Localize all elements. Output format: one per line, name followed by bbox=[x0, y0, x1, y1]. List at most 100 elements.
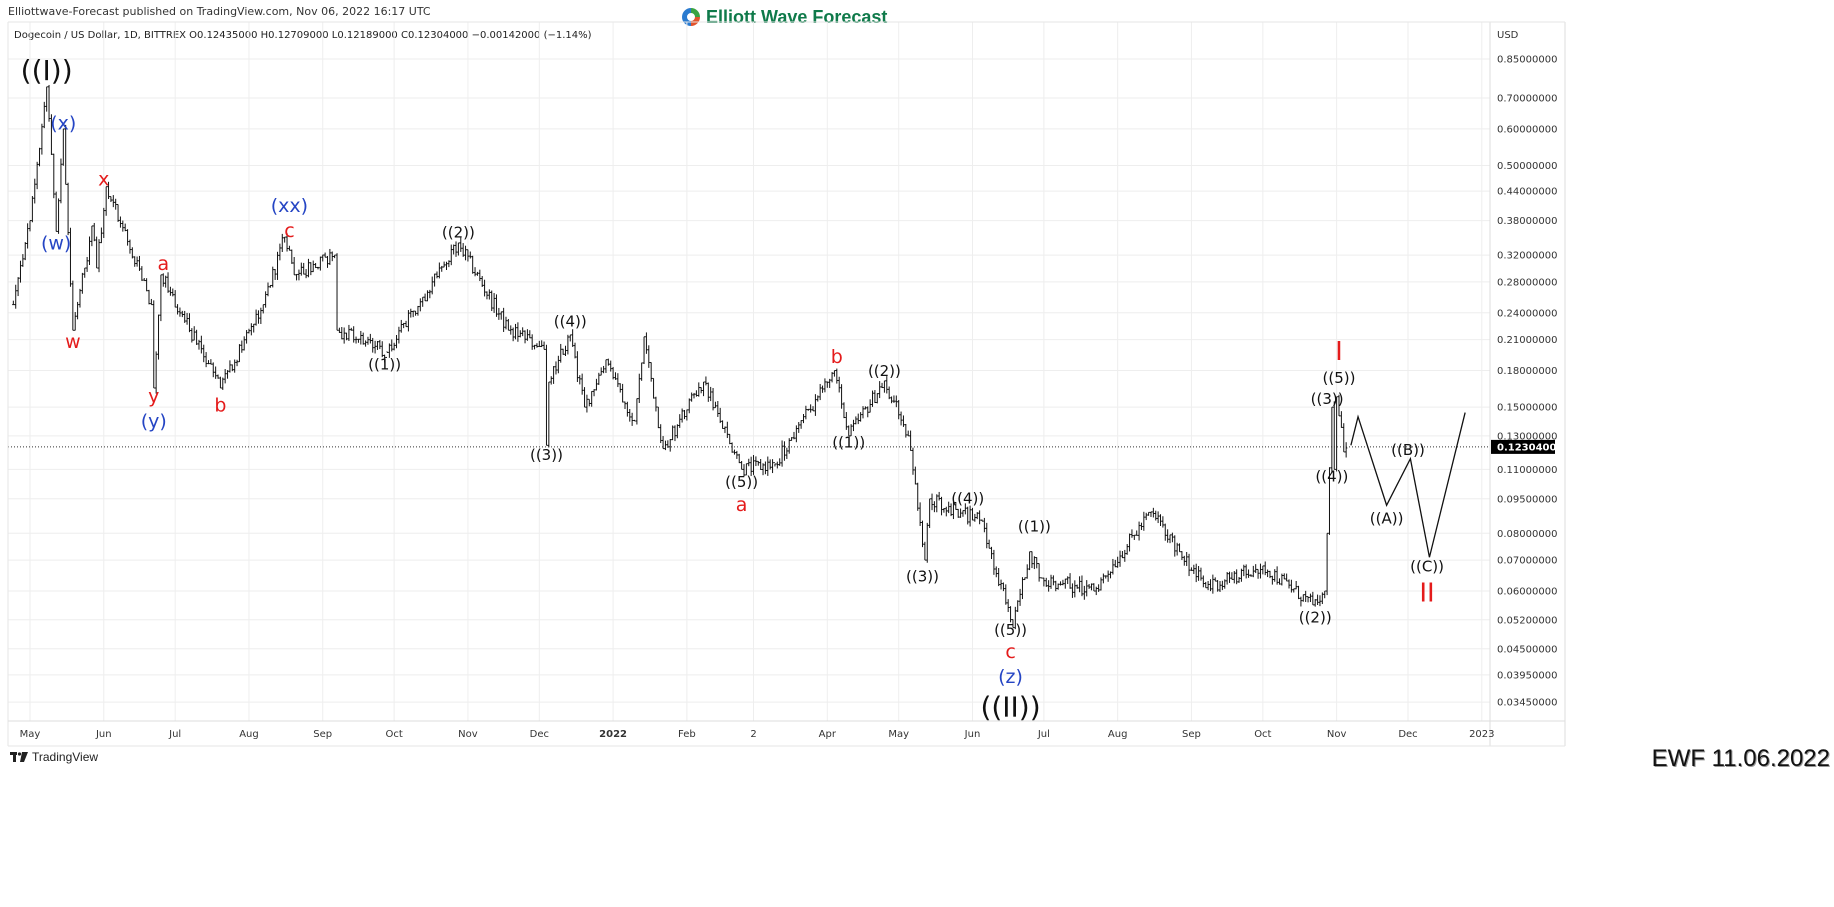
ohlc-bar bbox=[183, 310, 186, 323]
ohlc-bar bbox=[323, 252, 327, 258]
ohlc-bar bbox=[1342, 423, 1345, 453]
ohlc-bar bbox=[128, 239, 132, 254]
ohlc-bar bbox=[980, 519, 984, 522]
ohlc-bar bbox=[1097, 584, 1100, 592]
ohlc-bar bbox=[814, 394, 817, 416]
ohlc-bar bbox=[1337, 394, 1341, 417]
ohlc-bar bbox=[1009, 606, 1012, 623]
ohlc-bar bbox=[1304, 590, 1307, 602]
ohlc-bar bbox=[76, 301, 79, 320]
ohlc-bar bbox=[583, 387, 586, 408]
ohlc-bar bbox=[395, 334, 398, 349]
ohlc-bar bbox=[790, 437, 793, 441]
ohlc-bar bbox=[254, 309, 258, 326]
ohlc-bar bbox=[830, 372, 834, 383]
wave-label: ((II)) bbox=[980, 690, 1040, 723]
price-tick-label: 0.32000000 bbox=[1497, 251, 1557, 262]
price-tick-label: 0.18000000 bbox=[1497, 366, 1557, 377]
ohlc-bar bbox=[940, 496, 943, 516]
wave-label: ((2)) bbox=[442, 224, 475, 242]
ohlc-bar bbox=[773, 462, 777, 467]
ohlc-bar bbox=[121, 220, 125, 232]
ohlc-bar bbox=[1083, 585, 1086, 600]
ohlc-bar bbox=[200, 335, 203, 354]
ohlc-bar bbox=[231, 364, 234, 372]
price-axis[interactable] bbox=[1490, 22, 1565, 746]
ohlc-bar bbox=[1283, 573, 1286, 580]
ohlc-bar bbox=[1299, 596, 1303, 607]
ohlc-bar bbox=[469, 251, 472, 259]
ohlc-bar bbox=[1316, 594, 1319, 605]
ohlc-bar bbox=[911, 447, 915, 475]
ohlc-bar bbox=[104, 186, 108, 216]
ohlc-bar bbox=[864, 406, 867, 410]
ohlc-bar bbox=[649, 362, 653, 382]
ohlc-bar bbox=[533, 344, 536, 350]
ohlc-bar bbox=[683, 410, 686, 420]
ohlc-bar bbox=[88, 236, 91, 265]
ohlc-bar bbox=[342, 327, 346, 344]
ohlc-bar bbox=[492, 293, 496, 313]
ohlc-bar bbox=[580, 373, 584, 395]
ohlc-bar bbox=[1292, 588, 1295, 593]
ohlc-bar bbox=[761, 463, 765, 476]
ohlc-bar bbox=[488, 289, 491, 300]
ohlc-bar bbox=[628, 408, 631, 422]
wave-label: I bbox=[1335, 337, 1343, 367]
ohlc-bar bbox=[271, 266, 274, 288]
ohlc-bar bbox=[890, 396, 893, 404]
wave-label: ((1)) bbox=[1018, 517, 1051, 535]
ohlc-bar bbox=[966, 506, 969, 525]
time-tick-label: 2023 bbox=[1469, 729, 1494, 740]
ohlc-bar bbox=[866, 406, 869, 418]
price-tick-label: 0.11000000 bbox=[1497, 465, 1557, 476]
ohlc-bar bbox=[550, 376, 553, 385]
time-tick-label: 2 bbox=[750, 729, 756, 740]
ohlc-bar bbox=[807, 408, 810, 411]
ohlc-bar bbox=[595, 378, 598, 391]
ohlc-bar bbox=[845, 412, 848, 430]
ohlc-bar bbox=[1314, 599, 1317, 607]
price-tick-label: 0.03450000 bbox=[1497, 698, 1557, 709]
ohlc-bar bbox=[466, 249, 470, 262]
ohlc-bar bbox=[481, 276, 484, 287]
ohlc-bar bbox=[316, 266, 320, 270]
ohlc-bar bbox=[542, 341, 546, 350]
ohlc-bar bbox=[340, 326, 343, 340]
ohlc-bar bbox=[771, 459, 774, 474]
ohlc-bar bbox=[1171, 532, 1174, 543]
ohlc-bar bbox=[1140, 522, 1143, 531]
ohlc-bar bbox=[1114, 559, 1117, 568]
ohlc-bar bbox=[1152, 507, 1155, 518]
time-tick-label: Apr bbox=[819, 729, 837, 740]
ohlc-bar bbox=[680, 408, 684, 423]
ohlc-bar bbox=[1259, 563, 1262, 579]
ohlc-bar bbox=[661, 436, 665, 450]
ohlc-bar bbox=[1123, 549, 1126, 562]
ohlc-bar bbox=[738, 453, 741, 464]
wave-label: ((1)) bbox=[832, 433, 865, 451]
ohlc-bar bbox=[907, 430, 910, 437]
ohlc-bar bbox=[109, 196, 113, 202]
ohlc-bar bbox=[1330, 406, 1334, 473]
tradingview-logo[interactable]: TradingView bbox=[10, 750, 98, 764]
time-ticks[interactable]: May Jun Jul Aug Sep Oct Nov Dec 2022 Feb 2 Apr May Ju… bbox=[20, 729, 1495, 740]
ohlc-bar bbox=[899, 411, 903, 426]
price-tick-label: 0.08000000 bbox=[1497, 529, 1557, 540]
ohlc-bar bbox=[304, 269, 308, 279]
time-tick-label: 2022 bbox=[599, 729, 627, 740]
wave-label: ((1)) bbox=[368, 356, 401, 374]
ohlc-bar bbox=[957, 508, 960, 518]
ohlc-bar bbox=[219, 376, 222, 389]
wave-label: c bbox=[1005, 641, 1015, 663]
ohlc-bar bbox=[171, 288, 174, 297]
ohlc-bar bbox=[1195, 563, 1198, 583]
ohlc-bar bbox=[169, 286, 172, 296]
ohlc-bar bbox=[876, 393, 879, 404]
ohlc-bar bbox=[538, 340, 541, 347]
ohlc-bar bbox=[221, 377, 224, 390]
price-tick-label: 0.06000000 bbox=[1497, 587, 1557, 598]
wave-labels: ((I)) (x) (w) w x (xx) c a y (y) b ((1)) ((2)) ((4)) (… bbox=[21, 54, 1444, 724]
ohlc-bar bbox=[799, 420, 803, 429]
